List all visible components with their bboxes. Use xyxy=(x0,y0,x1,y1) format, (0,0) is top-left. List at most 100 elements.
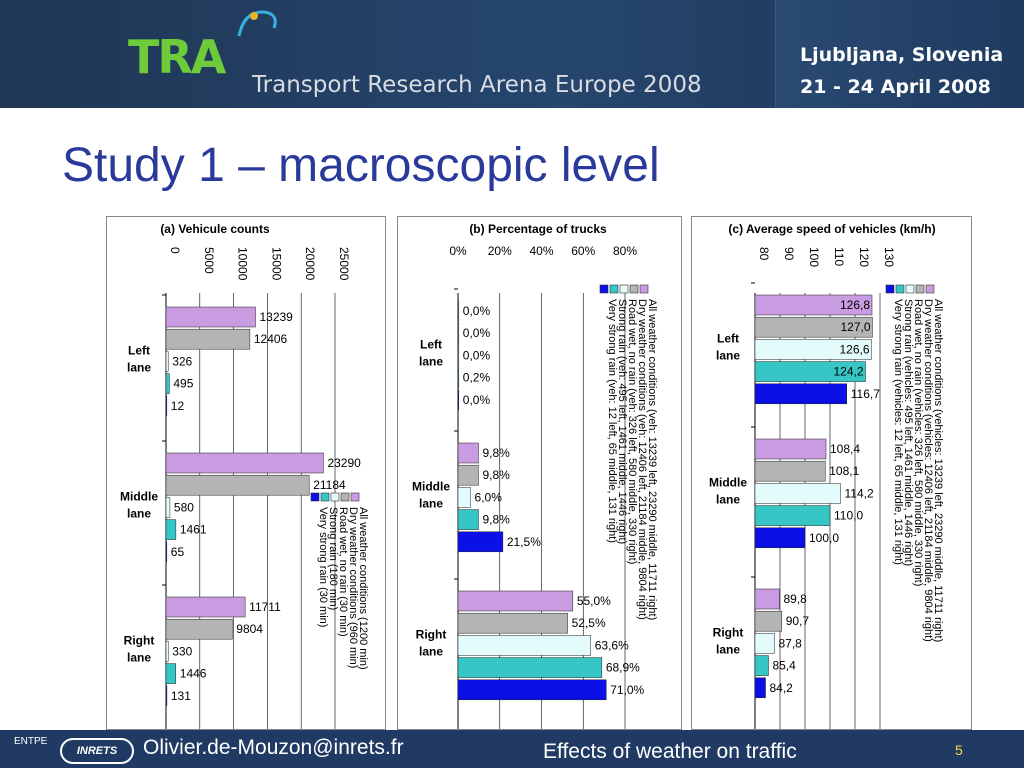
category-label: Right xyxy=(124,634,155,648)
legend-label: Dry weather conditions (vehicles: 12406 … xyxy=(922,299,934,642)
legend-swatch xyxy=(599,284,609,294)
category-label: lane xyxy=(419,355,443,369)
bar xyxy=(165,474,310,496)
data-label: 126,6 xyxy=(839,342,869,356)
category-label: lane xyxy=(127,651,151,665)
tick-label: 120 xyxy=(857,247,871,267)
category-label: lane xyxy=(127,361,151,375)
bar xyxy=(457,487,471,508)
legend-swatch xyxy=(320,492,330,502)
data-label: 12406 xyxy=(254,332,288,346)
bar xyxy=(754,527,806,549)
data-label: 116,7 xyxy=(851,387,880,401)
data-label: 9,8% xyxy=(482,513,510,527)
category-label: lane xyxy=(419,497,443,511)
data-label: 124,2 xyxy=(833,365,863,379)
bar xyxy=(754,361,866,382)
bar xyxy=(457,679,607,701)
category-label: Middle xyxy=(412,480,450,494)
legend-swatch xyxy=(340,492,350,502)
legend-label: Strong rain (veh: 495 left, 1461 middle,… xyxy=(616,299,628,544)
tick-label: 130 xyxy=(882,247,896,267)
tick-label: 10000 xyxy=(236,247,250,281)
data-label: 68,9% xyxy=(606,661,640,675)
entpe-logo: ENTPE xyxy=(14,736,48,747)
data-label: 9804 xyxy=(236,622,263,636)
data-label: 100,0 xyxy=(809,531,839,545)
data-label: 23290 xyxy=(327,456,361,470)
data-label: 0,0% xyxy=(463,393,491,407)
tick-label: 110 xyxy=(832,247,846,266)
data-label: 12 xyxy=(171,399,185,413)
tick-label: 20000 xyxy=(303,247,317,281)
legend-swatch xyxy=(619,284,629,294)
bar xyxy=(457,322,460,344)
category-label: lane xyxy=(419,645,443,659)
data-label: 89,8 xyxy=(784,592,808,606)
bar xyxy=(457,657,603,678)
legend-label: Road wet, no rain (vehicles: 326 left, 5… xyxy=(912,299,924,586)
data-label: 330 xyxy=(172,644,192,658)
bar xyxy=(457,389,460,411)
tick-label: 15000 xyxy=(269,247,283,281)
legend-swatch xyxy=(629,284,639,294)
bar xyxy=(165,618,233,640)
legend-label: Very strong rain (vehicles: 12 left, 65 … xyxy=(892,299,904,565)
header-subtitle: Transport Research Arena Europe 2008 xyxy=(252,72,702,98)
chart-vehicle-counts: (a) Vehicule counts 0 5000 10000 15000 20000 2… xyxy=(120,222,369,729)
data-label: 21184 xyxy=(313,478,346,492)
category-label: Left xyxy=(128,344,150,358)
legend-label: Dry weather conditions (veh: 12406 left,… xyxy=(636,299,648,620)
data-label: 495 xyxy=(173,377,193,391)
data-label: 63,6% xyxy=(595,638,629,652)
data-label: 9,8% xyxy=(482,468,510,482)
inrets-logo: INRETS xyxy=(60,738,134,764)
bar xyxy=(165,685,168,707)
category-label: Left xyxy=(420,338,442,352)
header-banner xyxy=(0,0,1024,108)
legend-swatch xyxy=(310,492,320,502)
bar xyxy=(165,641,169,662)
legend-label: Strong rain (vehicles: 495 left, 1461 mi… xyxy=(902,299,914,566)
legend-label: Strong rain (180 min) xyxy=(327,507,339,610)
data-label: 0,0% xyxy=(463,348,491,362)
header-right-panel xyxy=(775,0,1024,108)
slide-title: Study 1 – macroscopic level xyxy=(62,139,660,192)
bar xyxy=(165,306,256,328)
chart-average-speed: (c) Average speed of vehicles (km/h) 80 90… xyxy=(709,222,944,729)
bar xyxy=(754,677,766,699)
bar xyxy=(754,383,847,405)
category-label: lane xyxy=(716,493,740,507)
bar xyxy=(165,663,177,684)
legend-label: Road wet, no rain (veh: 326 left, 580 mi… xyxy=(626,299,638,564)
data-label: 0,2% xyxy=(463,371,491,385)
data-label: 71,0% xyxy=(610,683,644,697)
bar xyxy=(754,294,873,316)
bar xyxy=(165,351,169,372)
panel-average-speed: (c) Average speed of vehicles (km/h) 80 90… xyxy=(691,216,972,730)
data-label: 90,7 xyxy=(786,614,810,628)
bar xyxy=(457,635,592,656)
data-label: 11711 xyxy=(249,600,281,614)
legend-label: All weather conditions (vehicles: 13239 … xyxy=(932,299,944,642)
footer-topic: Effects of weather on traffic xyxy=(543,740,797,763)
bar xyxy=(754,438,827,460)
category-label: Middle xyxy=(120,490,158,504)
tick-label: 100 xyxy=(807,247,821,267)
tick-label: 60% xyxy=(571,244,595,258)
tick-label: 90 xyxy=(782,247,796,261)
category-label: lane xyxy=(716,349,740,363)
header-city: Ljubljana, Slovenia xyxy=(800,44,1004,66)
bar xyxy=(457,442,479,464)
bar xyxy=(165,395,168,417)
panel-vehicle-counts: (a) Vehicule counts 0 5000 10000 15000 20000 2… xyxy=(106,216,386,730)
bar xyxy=(457,612,568,634)
legend-swatch xyxy=(609,284,619,294)
data-label: 21,5% xyxy=(507,535,541,549)
legend-swatch xyxy=(885,284,895,294)
category-label: Middle xyxy=(709,476,747,490)
bar xyxy=(165,452,324,474)
legend-label: Very strong rain (30 min) xyxy=(317,507,329,627)
bar xyxy=(165,541,168,563)
bar xyxy=(754,505,831,526)
